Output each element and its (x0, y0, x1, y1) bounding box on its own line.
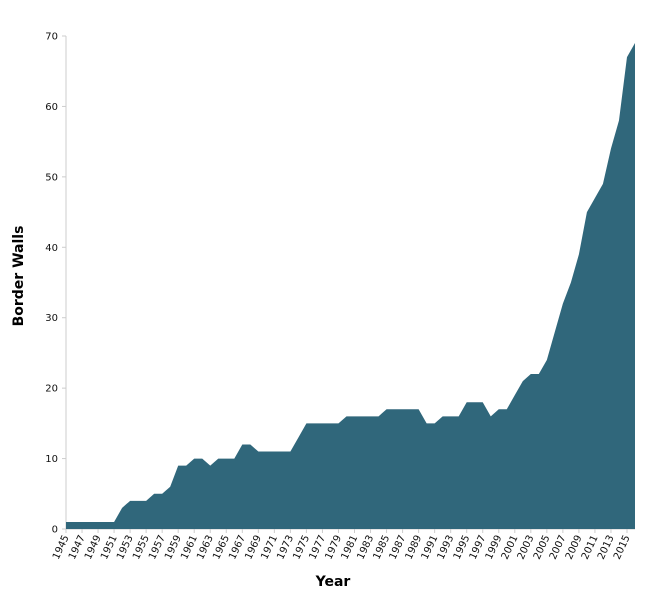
y-tick-label: 30 (45, 313, 58, 324)
y-axis: 0 10 20 30 40 50 60 70 (45, 32, 67, 536)
y-tick-label: 20 (45, 384, 58, 395)
x-axis: 1945194719491951195319551957195919611963… (51, 528, 635, 561)
y-tick-label: 0 (52, 525, 58, 536)
plot-area (66, 43, 635, 530)
y-tick-label: 70 (45, 32, 58, 43)
y-tick-label: 60 (45, 102, 58, 113)
y-axis-title: Border Walls (11, 226, 27, 327)
y-tick-label: 10 (45, 454, 58, 465)
area-series-border-walls (66, 43, 635, 530)
y-tick-label: 50 (45, 172, 58, 183)
x-axis-title: Year (315, 574, 351, 590)
y-tick-label: 40 (45, 243, 58, 254)
